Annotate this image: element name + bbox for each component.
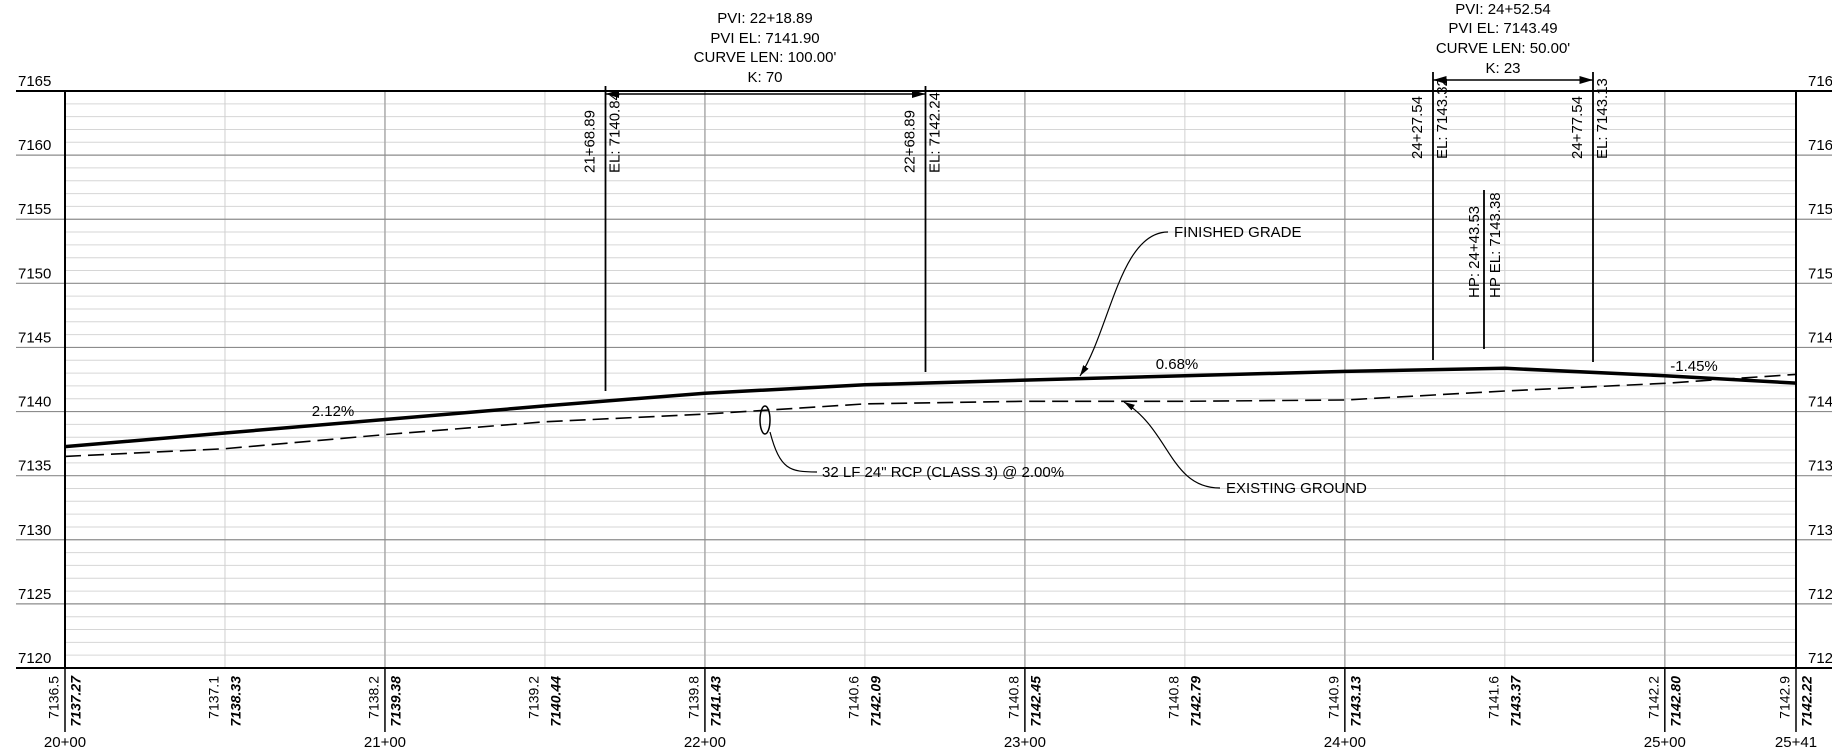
y-tick-label-right: 7150 [1808,265,1832,282]
x-tick-label: 25+00 [1644,734,1686,751]
x-tick-label: 24+00 [1324,734,1366,751]
y-tick-label: 7145 [18,329,51,346]
finished-grade-elevation: 7142.45 [1028,676,1044,727]
existing-ground-elevation: 7140.8 [1006,676,1022,719]
y-tick-label: 7125 [18,586,51,603]
existing-ground-elevation: 7142.9 [1777,676,1793,719]
existing-ground-elevation: 7137.1 [206,676,222,719]
y-tick-label: 7130 [18,522,51,539]
culvert-note: 32 LF 24" RCP (CLASS 3) @ 2.00% [822,464,1064,481]
finished-grade-label: FINISHED GRADE [1174,224,1302,241]
pvc-station: 24+27.54 [1409,96,1426,159]
existing-ground-line [64,373,1797,458]
x-tick-label: 22+00 [684,734,726,751]
x-tick-label: 25+41 [1775,734,1817,751]
x-tick-label: 21+00 [364,734,406,751]
finished-grade-elevation: 7143.13 [1348,676,1364,727]
y-tick-label-right: 7135 [1808,458,1832,475]
y-tick-label-right: 7130 [1808,522,1832,539]
y-tick-label: 7165 [18,73,51,90]
grade-label: -1.45% [1670,358,1718,375]
grade-label: 2.12% [312,403,355,420]
finished-grade-elevation: 7138.33 [228,676,244,727]
x-tick-label: 20+00 [44,734,86,751]
existing-ground-elevation: 7140.9 [1326,676,1342,719]
finished-grade-elevation: 7139.38 [388,676,404,727]
y-tick-label: 7155 [18,201,51,218]
pvi-k: K: 70 [747,69,782,86]
finished-grade-elevation: 7142.80 [1668,676,1684,727]
y-tick-label: 7160 [18,137,51,154]
y-tick-label-right: 7145 [1808,329,1832,346]
existing-ground-elevation: 7140.8 [1166,676,1182,719]
hp-elevation: HP EL: 7143.38 [1487,192,1504,298]
existing-ground-elevation: 7142.2 [1646,676,1662,719]
pvt-elevation: EL: 7142.24 [927,92,944,173]
pvi-pvi: PVI: 24+52.54 [1455,1,1551,18]
existing-ground-elevation: 7141.6 [1486,676,1502,719]
finished-grade-elevation: 7137.27 [68,675,84,727]
existing-ground-elevation: 7140.6 [846,676,862,719]
grade-label: 0.68% [1156,356,1199,373]
pvi-pvi: PVI: 22+18.89 [717,10,813,27]
y-tick-label-right: 7120 [1808,650,1832,667]
pvi-pvi-el: PVI EL: 7143.49 [1448,20,1557,37]
pvc-elevation: EL: 7143.32 [1434,78,1451,159]
existing-ground-elevation: 7138.2 [366,676,382,719]
y-tick-label-right: 7165 [1808,73,1832,90]
finished-grade-elevation: 7142.79 [1188,676,1204,727]
leader [1079,231,1169,377]
pvi-k: K: 23 [1485,60,1520,77]
existing-ground-elevation: 7136.5 [46,676,62,719]
leader [1123,401,1221,489]
leader [769,431,818,473]
y-tick-label: 7140 [18,394,51,411]
existing-ground-label: EXISTING GROUND [1226,480,1367,497]
pvt-elevation: EL: 7143.13 [1594,78,1611,159]
existing-ground-elevation: 7139.8 [686,676,702,719]
finished-grade-line [64,366,1797,449]
finished-grade-elevation: 7142.22 [1799,676,1815,727]
finished-grade-elevation: 7143.37 [1508,675,1524,727]
y-tick-label: 7120 [18,650,51,667]
y-tick-label: 7135 [18,458,51,475]
pvi-length: CURVE LEN: 50.00' [1436,40,1570,57]
pvt-station: 24+77.54 [1569,96,1586,159]
finished-grade-elevation: 7141.43 [708,676,724,727]
y-tick-label-right: 7140 [1808,394,1832,411]
finished-grade-elevation: 7140.44 [548,676,564,727]
y-tick-label-right: 7125 [1808,586,1832,603]
existing-ground-elevation: 7139.2 [526,676,542,719]
pvc-station: 21+68.89 [582,110,599,173]
pvi-pvi-el: PVI EL: 7141.90 [710,30,819,47]
y-tick-label: 7150 [18,265,51,282]
y-tick-label-right: 7160 [1808,137,1832,154]
x-tick-label: 23+00 [1004,734,1046,751]
y-tick-label-right: 7155 [1808,201,1832,218]
culvert [759,405,771,435]
finished-grade-elevation: 7142.09 [868,676,884,727]
hp-station: HP: 24+43.53 [1466,206,1483,298]
pvi-length: CURVE LEN: 100.00' [694,49,837,66]
pvc-elevation: EL: 7140.84 [607,92,624,173]
pvt-station: 22+68.89 [902,110,919,173]
